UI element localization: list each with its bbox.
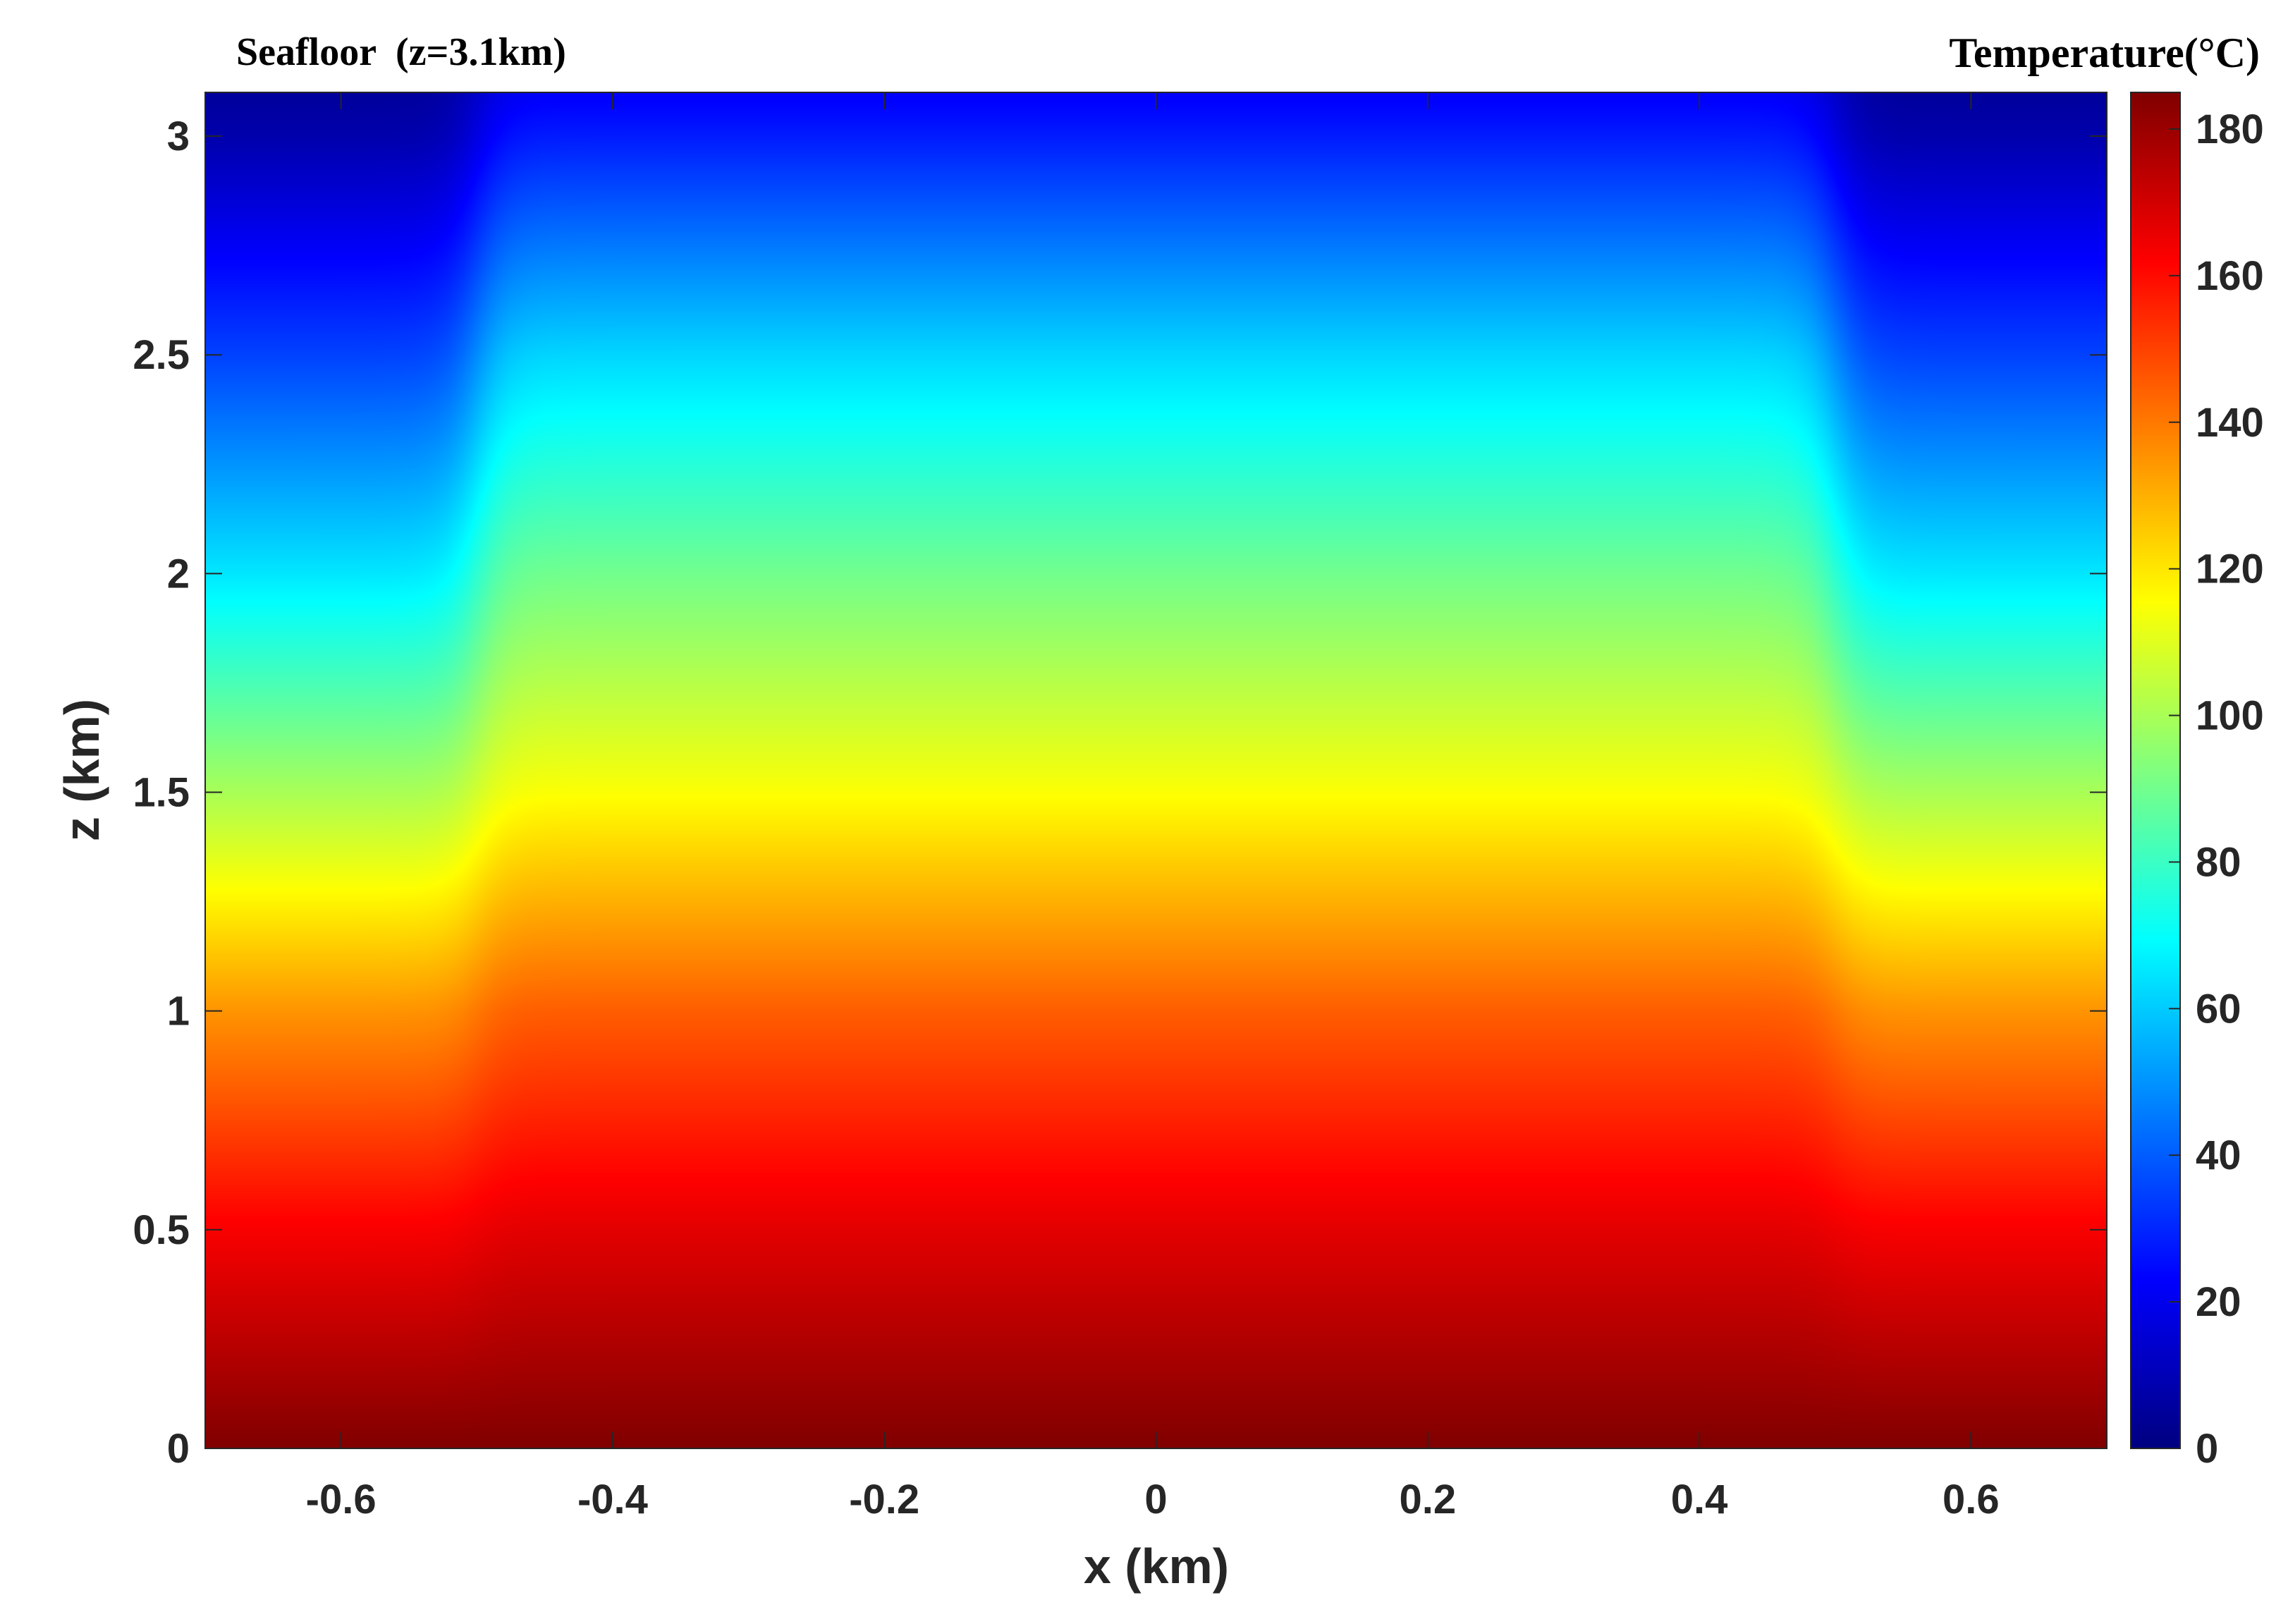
x-tick-label: -0.2 [849,1477,919,1522]
colorbar-frame [2130,92,2181,1449]
colorbar-tick-label: 180 [2196,106,2264,152]
colorbar-tick-label: 20 [2196,1279,2241,1325]
colorbar-tick-label: 140 [2196,400,2264,446]
y-tick-label: 2.5 [133,332,190,378]
colorbar-tick-label: 80 [2196,839,2241,885]
colorbar-tick-label: 120 [2196,547,2264,592]
x-tick-label: 0.6 [1943,1477,2000,1522]
colorbar-tick-label: 100 [2196,693,2264,739]
y-tick-label: 3 [167,114,190,159]
x-tick-label: -0.4 [577,1477,648,1522]
colorbar-tick-label: 40 [2196,1132,2241,1178]
y-tick-label: 2 [167,551,190,597]
x-tick-label: 0.2 [1399,1477,1456,1522]
y-axis-label: z (km) [54,699,109,841]
x-tick-label: 0.4 [1671,1477,1728,1522]
x-tick-label: 0 [1144,1477,1167,1522]
y-tick-label: 0 [167,1426,190,1472]
chart-title: Seafloor (z=3.1km) [236,30,566,74]
colorbar-tick-label: 0 [2196,1426,2218,1472]
y-axis: 0 0.5 1 1.5 2 2.5 3 [133,114,2107,1472]
temperature-heatmap [205,92,2107,1448]
x-tick-label: -0.6 [306,1477,377,1522]
colorbar-axis: 0 20 40 60 80 100 120 140 160 180 [2169,106,2264,1472]
x-axis-label: x (km) [1084,1539,1229,1594]
y-tick-label: 1.5 [133,770,190,816]
colorbar-tick-label: 60 [2196,986,2241,1032]
colorbar-tick-label: 160 [2196,253,2264,299]
colorbar-label: Temperature(°C) [1949,30,2260,76]
heatmap-area [204,92,2107,1449]
colorbar-gradient [2131,92,2180,1448]
x-axis: -0.6 -0.4 -0.2 0 0.2 0.4 0.6 [306,92,2000,1522]
colorbar [2130,92,2181,1449]
y-tick-label: 1 [167,989,190,1034]
y-tick-label: 0.5 [133,1207,190,1253]
